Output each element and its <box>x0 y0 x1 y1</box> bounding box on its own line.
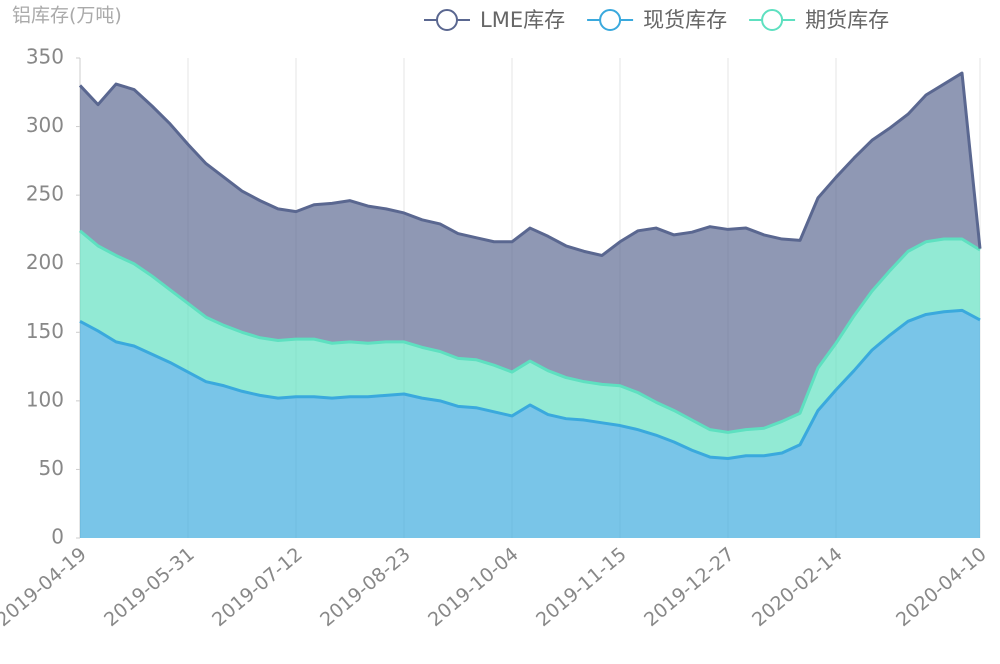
x-tick-label: 2019-08-23 <box>316 543 415 631</box>
area <box>80 230 980 459</box>
x-tick-label: 2019-07-12 <box>208 543 307 631</box>
x-tick-label: 2019-10-04 <box>424 543 523 631</box>
x-tick-label: 2019-12-27 <box>640 543 739 631</box>
legend-label: LME库存 <box>480 8 565 32</box>
y-tick-label: 0 <box>51 525 64 549</box>
y-tick-label: 50 <box>39 456 64 480</box>
y-tick-label: 300 <box>26 113 64 137</box>
legend-label: 现货库存 <box>643 8 727 32</box>
y-tick-label: 350 <box>26 45 64 69</box>
x-tick-label: 2020-04-10 <box>892 543 991 631</box>
y-axis-label: 铝库存(万吨) <box>12 5 122 27</box>
y-tick-label: 250 <box>26 182 64 206</box>
x-tick-label: 2020-02-14 <box>748 543 847 631</box>
line <box>79 229 981 434</box>
y-tick-label: 100 <box>26 387 64 411</box>
x-tick-label: 2019-04-19 <box>0 543 91 631</box>
legend-icon <box>599 9 622 31</box>
line <box>78 71 982 257</box>
x-tick-label: 2019-11-15 <box>532 543 631 631</box>
legend-icon <box>436 9 458 31</box>
line <box>79 308 981 460</box>
legend-icon <box>761 9 784 31</box>
x-tick-label: 2019-05-31 <box>100 543 199 631</box>
y-tick-label: 150 <box>26 319 64 343</box>
y-tick-label: 200 <box>26 250 64 274</box>
legend-label: 期货库存 <box>805 8 889 32</box>
area <box>80 310 980 538</box>
area <box>80 73 980 433</box>
